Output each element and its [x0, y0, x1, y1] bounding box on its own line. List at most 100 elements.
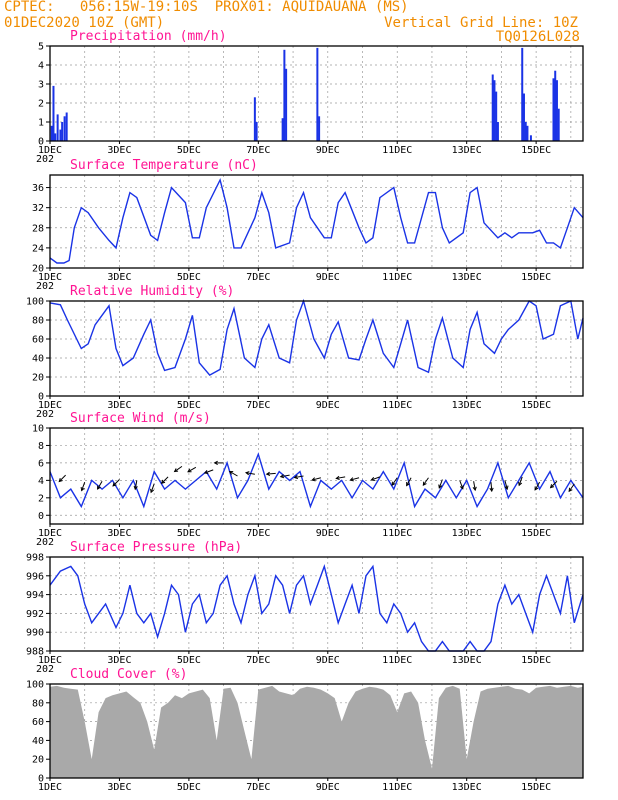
wind-xtick-label: 3DEC	[107, 528, 131, 539]
wind-xtick-label: 11DEC	[382, 528, 412, 539]
precip-bar	[496, 122, 499, 141]
wind-arrow-head	[549, 484, 555, 489]
wind-arrow-head	[406, 482, 410, 487]
rh-xtick-label: 9DEC	[316, 400, 340, 411]
precip-xtick-label: 9DEC	[316, 145, 340, 156]
pressure-xtick-label: 5DEC	[177, 655, 201, 666]
precip-bar	[529, 135, 532, 141]
precip-ytick-label: 2	[38, 99, 44, 110]
wind-arrow	[568, 483, 575, 492]
wind-arrow-head	[311, 477, 316, 482]
pressure-xtick-label: 7DEC	[246, 655, 270, 666]
temp-xtick-label: 11DEC	[382, 272, 412, 283]
wind-xtick-label: 13DEC	[452, 528, 482, 539]
wind-ytick-label: 6	[38, 458, 44, 469]
precip-bar	[255, 122, 258, 141]
wind-arrow-head	[112, 482, 117, 487]
cloud-xtick-label: 3DEC	[107, 782, 131, 793]
pressure-ytick-label: 996	[26, 571, 44, 582]
cloud-ytick-label: 100	[26, 680, 44, 691]
wind-arrow-head	[518, 481, 523, 487]
wind-arrow	[459, 480, 464, 489]
wind-arrow-head	[160, 479, 166, 484]
wind-arrow-head	[335, 475, 340, 481]
wind-arrow	[204, 469, 214, 474]
header-code: TQ0126L028	[495, 29, 580, 45]
header-gridline-note: Vertical Grid Line: 10Z	[384, 15, 578, 31]
precip-bar	[50, 125, 53, 141]
temp-xtick-label: 7DEC	[246, 272, 270, 283]
temp-ytick-label: 28	[32, 223, 44, 234]
wind-arrow	[134, 480, 138, 490]
precip-frame	[49, 45, 584, 142]
temp-xtick-label: 1DEC	[38, 272, 62, 283]
cloud-xtick-label: 9DEC	[316, 782, 340, 793]
wind-arrow	[350, 477, 360, 481]
wind-arrow-head	[203, 470, 209, 474]
wind-xtick-label: 5DEC	[177, 528, 201, 539]
header-run-time: 01DEC2020 10Z (GMT)	[4, 15, 165, 31]
wind-arrow	[174, 465, 183, 472]
rh-ytick-label: 100	[26, 297, 44, 308]
precip-bar	[524, 122, 527, 141]
cloud-xtick-label: 7DEC	[246, 782, 270, 793]
wind-arrow	[534, 481, 541, 491]
precip-ytick-label: 5	[38, 42, 44, 53]
header-station: PROX01: AQUIDAUANA (MS)	[214, 0, 409, 15]
precip-xtick-label: 7DEC	[246, 145, 270, 156]
precip-ytick-label: 3	[38, 80, 44, 91]
precip-xtick-label: 13DEC	[452, 145, 482, 156]
precip-bar	[555, 80, 558, 141]
wind-arrow	[229, 471, 238, 477]
temp-ytick-label: 24	[32, 243, 44, 254]
wind-arrow-head	[349, 477, 354, 482]
wind-arrow	[518, 476, 523, 486]
rh-xtick-label: 5DEC	[177, 400, 201, 411]
cloud-ytick-label: 20	[32, 755, 44, 766]
wind-arrow-head	[97, 485, 101, 490]
precip-bar	[285, 68, 288, 141]
wind-arrow-head	[213, 460, 218, 466]
wind-arrow	[150, 483, 155, 493]
pressure-title: Surface Pressure (hPa)	[70, 540, 242, 555]
wind-xtick-year: 202	[36, 537, 54, 548]
precip-bar	[318, 116, 321, 141]
precip-bar	[521, 47, 524, 141]
wind-arrow	[187, 466, 197, 473]
wind-title: Surface Wind (m/s)	[70, 411, 211, 426]
wind-arrow-head	[391, 481, 396, 486]
precip-bar	[52, 85, 55, 141]
wind-ytick-label: 0	[38, 511, 44, 522]
pressure-xtick-label: 15DEC	[521, 655, 551, 666]
wind-arrow	[371, 476, 381, 481]
wind-frame	[49, 427, 584, 525]
rh-xtick-label: 7DEC	[246, 400, 270, 411]
wind-arrow	[245, 472, 255, 475]
temp-ytick-label: 36	[32, 183, 44, 194]
precip-bar	[54, 133, 57, 141]
pressure-ytick-label: 998	[26, 553, 44, 564]
precip-xtick-label: 1DEC	[38, 145, 62, 156]
wind-arrow-head	[472, 486, 477, 492]
header-source-label: CPTEC:	[4, 0, 55, 15]
wind-arrow-head	[422, 481, 427, 486]
precip-ytick-label: 1	[38, 118, 44, 129]
wind-arrow-head	[80, 487, 85, 492]
wind-arrow	[473, 481, 476, 491]
precip-bar	[281, 118, 284, 141]
cloud-xtick-label: 1DEC	[38, 782, 62, 793]
wind-arrow	[112, 479, 120, 487]
temp-xtick-label: 9DEC	[316, 272, 340, 283]
wind-arrow	[336, 476, 346, 479]
precip-bar	[59, 129, 62, 141]
rh-xtick-label: 15DEC	[521, 400, 551, 411]
precip-ytick-label: 4	[38, 61, 44, 72]
cloud-xtick-label: 15DEC	[521, 782, 551, 793]
precip-bar	[526, 125, 529, 141]
temp-xtick-label: 15DEC	[521, 272, 551, 283]
pressure-xtick-label: 11DEC	[382, 655, 412, 666]
cloud-ytick-label: 40	[32, 736, 44, 747]
rh-ytick-label: 80	[32, 316, 44, 327]
wind-xtick-label: 15DEC	[521, 528, 551, 539]
